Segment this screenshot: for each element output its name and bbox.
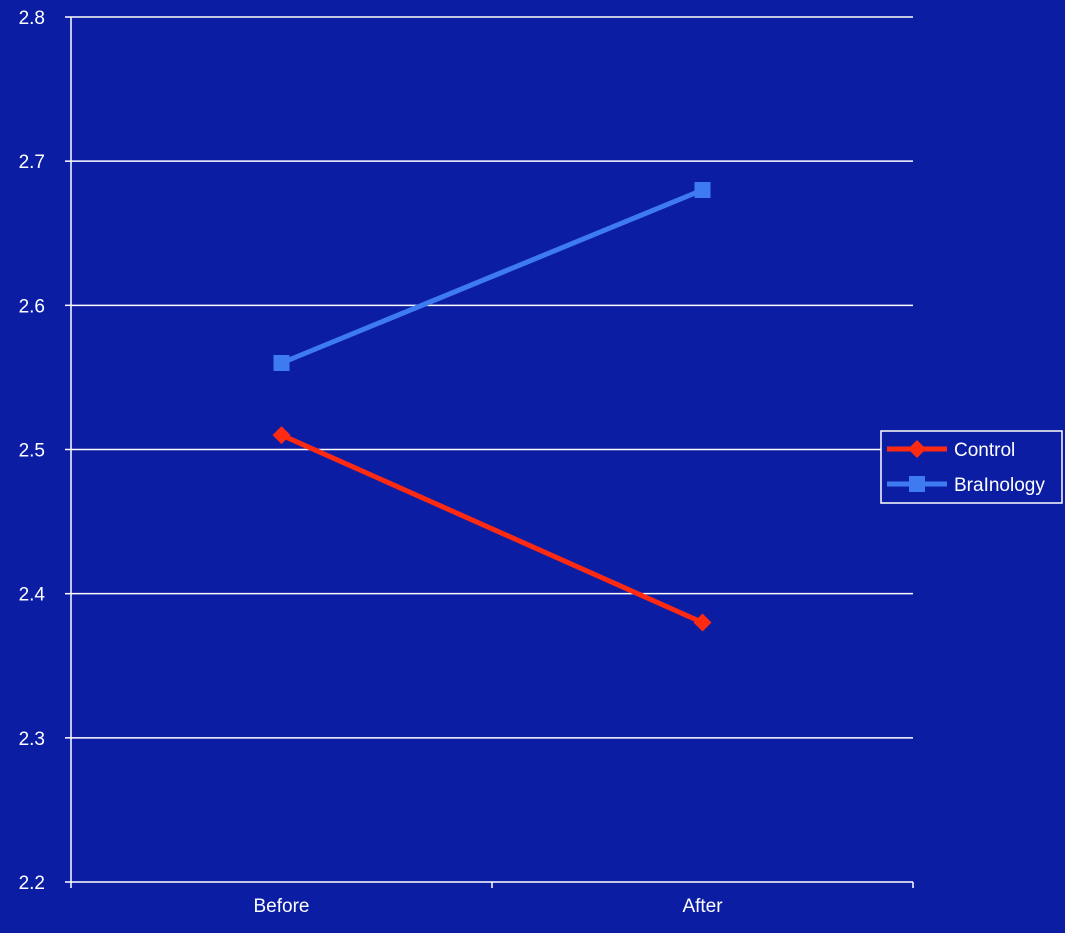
y-tick-label: 2.4 [19, 585, 46, 606]
data-point-control [272, 426, 291, 445]
y-tick-label: 2.6 [19, 296, 45, 317]
legend-swatch-marker [908, 440, 926, 458]
x-tick-labels: Before After [254, 896, 724, 917]
legend-item-brainology: BraInology [887, 475, 1045, 496]
series-group [272, 182, 712, 632]
series-control [272, 426, 712, 632]
y-tick-label: 2.8 [19, 8, 45, 29]
data-point-brainology [694, 182, 711, 198]
legend-label: Control [954, 440, 1015, 461]
x-tick-label: Before [254, 896, 310, 917]
data-point-control [693, 613, 712, 632]
grid-lines [71, 16, 913, 739]
legend: Control BraInology [880, 430, 1063, 504]
series-brainology [273, 182, 711, 371]
y-tick-label: 2.5 [19, 441, 45, 462]
series-line-control [280, 432, 704, 625]
legend-label: BraInology [954, 475, 1045, 496]
y-tick-labels: 2.2 2.3 2.4 2.5 2.6 2.7 2.8 [19, 8, 46, 894]
axes [65, 16, 914, 888]
legend-item-control: Control [887, 440, 1015, 461]
legend-swatch-marker [909, 476, 925, 492]
x-tick-label: After [682, 896, 723, 917]
y-tick-label: 2.7 [19, 152, 45, 173]
y-tick-label: 2.2 [19, 873, 45, 894]
y-tick-label: 2.3 [19, 729, 45, 750]
series-line-brainology [280, 187, 704, 366]
data-point-brainology [273, 355, 290, 371]
